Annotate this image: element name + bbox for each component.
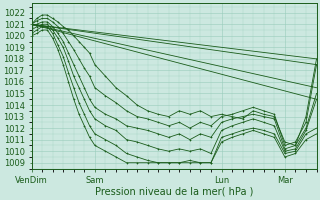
X-axis label: Pression niveau de la mer( hPa ): Pression niveau de la mer( hPa ) (95, 187, 253, 197)
